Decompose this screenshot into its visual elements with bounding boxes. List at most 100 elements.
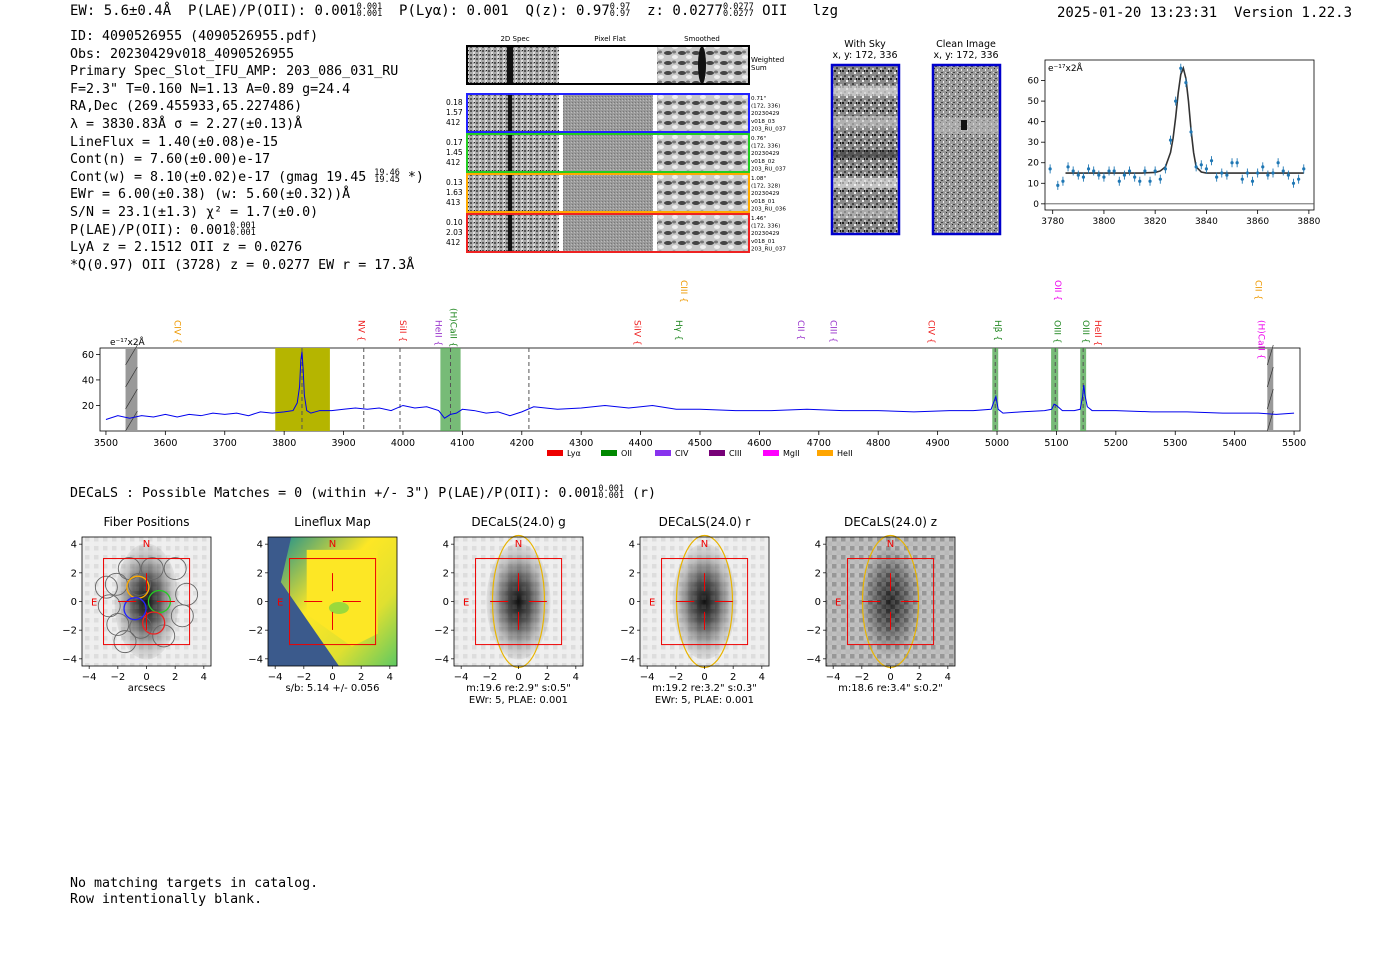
info-plae-sup: 0.001	[230, 220, 256, 231]
fiber-circle-selected	[123, 597, 147, 621]
cutout-right-value: 20230429	[751, 231, 780, 237]
thumbnail-ytick-label: −4	[620, 654, 635, 665]
cutout-left-value: 1.63	[446, 188, 463, 197]
spectral-line-label: (H)CaII {	[447, 308, 457, 348]
cutout-right-value: v018_03	[751, 119, 775, 125]
zoom-data-point	[1261, 165, 1265, 169]
zoom-data-point	[1245, 171, 1249, 175]
thumbnail-xtick-label: −2	[668, 672, 683, 683]
col-label-smoothed: Smoothed	[684, 35, 720, 43]
cutout-right-value: 1.08"	[751, 176, 766, 182]
spectrum-ytick-label: 40	[82, 375, 94, 386]
compass-north: N	[515, 539, 522, 550]
thumbnail-xtick-label: 0	[515, 672, 521, 683]
thumbnail-xtick-label: 4	[573, 672, 579, 683]
spectrum-xtick-label: 5500	[1282, 438, 1306, 449]
with-sky-image	[830, 63, 901, 236]
footer-line-1: No matching targets in catalog.	[70, 876, 319, 891]
spectral-line-label: Hβ {	[992, 320, 1002, 341]
zoom-ytick-label: 30	[1028, 138, 1040, 148]
spectral-line-label: HeII {	[1092, 320, 1102, 346]
decals-sup: 0.001	[598, 484, 624, 494]
zoom-data-point	[1271, 171, 1275, 175]
header-z-sub: 0.0277	[722, 9, 754, 19]
cutout-2dspec-line	[508, 214, 512, 252]
legend-label: MgII	[783, 449, 800, 458]
zoom-data-point	[1056, 183, 1060, 187]
spectrum-xtick-label: 5400	[1223, 438, 1247, 449]
thumbnail-ytick-label: 0	[71, 597, 77, 608]
col-label-pixelflat: Pixel Flat	[594, 35, 626, 43]
cutout-gap	[559, 134, 563, 172]
info-lambda: λ = 3830.83Å σ = 2.27(±0.13)Å	[70, 116, 303, 132]
footer-notes: No matching targets in catalog. Row inte…	[70, 876, 318, 907]
fiber-circle	[113, 630, 137, 654]
search-box	[661, 558, 749, 646]
zoom-data-point	[1061, 179, 1065, 183]
cutout-left-value: 412	[446, 238, 461, 247]
thumbnail-title: Lineflux Map	[294, 515, 370, 529]
pixel-texture	[454, 537, 583, 666]
thumbnail-ytick-label: −4	[434, 654, 449, 665]
spectral-line-label: CII {	[1252, 280, 1262, 300]
fiber-circle	[163, 557, 187, 580]
decals-summary: DECaLS : Possible Matches = 0 (within +/…	[70, 484, 656, 501]
zoom-data-point	[1302, 167, 1306, 171]
fiber-circle	[106, 612, 130, 636]
zoom-data-point	[1127, 169, 1132, 173]
cutout-right-value: 203_RU_037	[751, 246, 786, 252]
zoom-data-point	[1148, 179, 1152, 183]
fiber-circle	[94, 575, 118, 599]
spectrum-ytick-label: 20	[82, 401, 94, 412]
cutout-smoothed	[657, 94, 749, 132]
line-window	[1051, 348, 1059, 431]
zoom-data-point	[1168, 138, 1173, 142]
zoom-data-point	[1250, 179, 1255, 183]
thumbnail-ytick-label: 0	[815, 597, 821, 608]
pixel-texture	[826, 537, 955, 666]
cutout-frame	[466, 213, 750, 253]
thumbnail-xtick-label: 2	[544, 672, 550, 683]
header-z: z: 0.0277	[647, 3, 723, 19]
cutout-left-value: 0.17	[446, 138, 463, 147]
cutout-gap	[559, 174, 563, 212]
thumbnail-caption: s/b: 5.14 +/- 0.056	[285, 683, 379, 694]
thumbnail-ytick-label: 2	[443, 568, 449, 579]
zoom-data-point	[1092, 169, 1096, 173]
cutout-left-value: 1.57	[446, 108, 463, 117]
zoom-data-point	[1291, 181, 1296, 185]
thumbnail-caption-2: EWr: 5, PLAE: 0.001	[469, 695, 568, 706]
zoom-xtick-label: 3820	[1144, 217, 1167, 227]
thumbnail-ytick-label: −2	[620, 626, 635, 637]
zoom-data-point	[1097, 173, 1101, 177]
zoom-data-point	[1163, 167, 1168, 171]
lineflux-peak	[328, 601, 349, 614]
zoom-data-point	[1112, 169, 1116, 173]
zoom-data-point	[1174, 99, 1178, 103]
thumbnail-xtick-label: 2	[916, 672, 922, 683]
spectrum-xtick-label: 3500	[94, 438, 118, 449]
spectral-line-label: SiIV {	[632, 320, 642, 346]
cutout-2dspec	[467, 174, 559, 212]
cutout-right-value: (172, 328)	[751, 184, 780, 190]
spectral-line-label: NV {	[355, 320, 365, 341]
info-id: ID: 4090526955 (4090526955.pdf)	[70, 29, 319, 44]
info-plae: P(LAE)/P(OII): 0.001	[70, 222, 231, 238]
zoom-xtick-label: 3780	[1041, 217, 1064, 227]
cutout-pixelflat	[563, 94, 653, 132]
fiber-circle	[97, 594, 121, 618]
zoom-data-point	[1225, 173, 1229, 177]
info-contn: Cont(n) = 7.60(±0.00)e-17	[70, 152, 271, 168]
zoom-data-point	[1204, 167, 1208, 171]
zoom-data-point	[1117, 179, 1121, 183]
clean-image-subtitle: x, y: 172, 336	[933, 50, 998, 61]
thumbnail-ytick-label: 0	[629, 597, 635, 608]
spectral-line-label: SiII {	[397, 320, 407, 342]
thumbnail-ytick-label: 2	[629, 568, 635, 579]
cutout-gap	[653, 94, 657, 132]
zoom-xtick-label: 3860	[1246, 217, 1269, 227]
thumbnail-ytick-label: 0	[443, 597, 449, 608]
